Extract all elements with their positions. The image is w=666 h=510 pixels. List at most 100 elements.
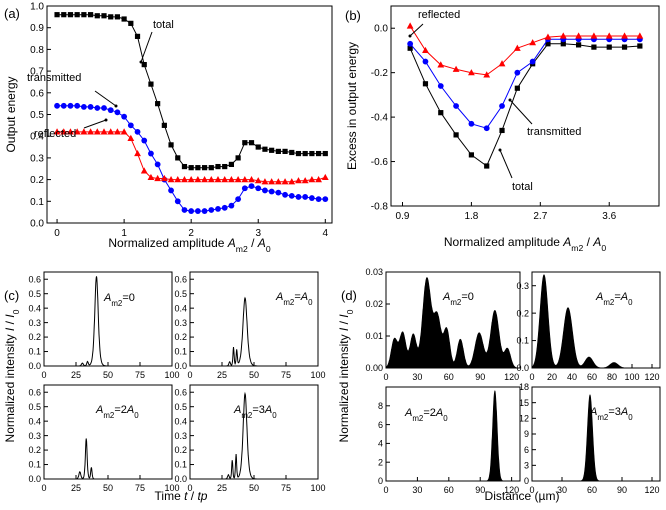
- panel-b-point-reflected: [513, 44, 521, 51]
- panel-a-point-total: [322, 150, 328, 157]
- panel-b-point-total: [438, 110, 444, 116]
- panel-a-point-total: [175, 155, 181, 161]
- panel-c-sub3-ytick-label: 0.1: [174, 460, 187, 470]
- panel-b-annotation-arrowhead: [498, 148, 502, 152]
- panel-b-ytick-label: -0.4: [371, 113, 389, 124]
- panel-a-point-reflected: [100, 128, 108, 135]
- panel-d-sub0-xtick-label: 90: [475, 372, 485, 382]
- panel-c-sub1-label-part: 0: [308, 298, 313, 307]
- panel-c-sub1-curve: [190, 296, 318, 367]
- panel-d-sub3-xtick-label: 60: [587, 485, 597, 495]
- panel-d-ylabel-part: I: [337, 314, 351, 318]
- panel-c-sub3-xtick-label: 0: [187, 483, 192, 493]
- panel-a-label: (a): [4, 6, 20, 21]
- panel-b-xlabel-part: Normalized amplitude: [444, 235, 563, 249]
- panel-d-sub1-area: [531, 274, 660, 369]
- panel-a-point-total: [134, 33, 141, 39]
- panel-d-sub3-xtick-label: 30: [557, 485, 567, 495]
- panel-c-sub3-ytick-label: 0.2: [174, 445, 187, 455]
- panel-c-sub0-ytick-label: 0.5: [28, 289, 41, 299]
- panel-c-sub2-ytick-label: 0.4: [28, 416, 41, 426]
- panel-c-sub2-label-part: m2: [103, 411, 114, 420]
- panel-b-xtick-label: 0.9: [396, 211, 410, 222]
- panel-b-point-total: [576, 42, 582, 48]
- panel-d-ylabel-part: I: [337, 327, 351, 331]
- panel-c-ylabel-part: Normalized intensity: [3, 331, 17, 442]
- panel-b-point-transmitted: [514, 69, 521, 76]
- panel-c-sub2-xtick-label: 0: [41, 483, 46, 493]
- panel-c-sub2-ytick-label: 0.6: [28, 387, 41, 397]
- panel-a-point-total: [128, 20, 134, 26]
- panel-a-point-transmitted: [282, 191, 288, 198]
- panel-a-point-transmitted: [201, 208, 208, 214]
- panel-d-sub2-frame: [385, 386, 521, 482]
- panel-d-sub0-xtick-label: 0: [383, 372, 388, 382]
- panel-d-sub0-label: Am2=0: [442, 291, 474, 307]
- panel-c-sub2-xtick-label: 75: [135, 483, 145, 493]
- panel-a-point-total: [101, 13, 107, 19]
- panel-a-ytick-label: 1.0: [30, 2, 44, 13]
- panel-a-point-reflected: [268, 178, 276, 185]
- panel-c-sub2-curve: [44, 438, 172, 480]
- panel-a-point-reflected: [194, 176, 202, 183]
- panel-a-point-reflected: [147, 173, 155, 181]
- panel-d-sub2-ytick-label: 2: [378, 457, 383, 467]
- panel-b-point-reflected: [406, 22, 414, 29]
- panel-c-sub0-frame: [43, 271, 173, 367]
- panel-c-sub3-xtick-label: 75: [281, 483, 291, 493]
- panel-d-sub3-xtick-label: 0: [529, 485, 534, 495]
- panel-b-annotation: total: [512, 181, 533, 193]
- panel-d-sub2-ytick-label: 4: [378, 439, 383, 449]
- panel-a-point-transmitted: [255, 185, 262, 192]
- panel-a-ylabel: Output energy: [4, 76, 18, 152]
- panel-a-point-transmitted: [121, 113, 128, 120]
- panel-d-label: (d): [341, 288, 357, 303]
- panel-a-xlabel: Normalized amplitude Am2 / A0: [108, 236, 270, 254]
- panel-b-point-reflected: [636, 32, 644, 39]
- panel-c-sub2-ytick-label: 0.3: [28, 431, 41, 441]
- panel-b-point-total: [637, 43, 643, 49]
- panel-c-xlabel-part: Time: [155, 489, 185, 503]
- panel-d-sub2-label-part: =2: [423, 407, 436, 419]
- panel-a-point-total: [295, 150, 302, 157]
- panel-a-point-transmitted: [315, 196, 322, 203]
- panel-d-sub2-label: Am2=2A0: [404, 407, 448, 423]
- panel-a-point-reflected: [181, 176, 188, 183]
- panel-d-sub1-ytick-label: 0.1: [516, 336, 529, 346]
- panel-b-frame: [390, 5, 660, 207]
- panel-d-sub1-xtick-label: 20: [547, 372, 557, 382]
- panel-a-point-total: [94, 13, 100, 19]
- panel-c-sub2-ytick-label: 0.0: [28, 474, 41, 484]
- panel-d-sub1-xtick-label: 120: [644, 372, 659, 382]
- panel-d-sub2-ytick-label: 6: [378, 420, 383, 430]
- panel-d-sub3-area: [532, 394, 660, 482]
- panel-c-sub0-curve: [44, 276, 172, 367]
- panel-b-annotation-arrow: [499, 149, 513, 179]
- panel-a-point-total: [67, 12, 74, 18]
- panel-b-point-total: [514, 85, 520, 91]
- panel-a-series-total: [57, 14, 326, 169]
- panel-c-xlabel-part: /: [187, 489, 197, 503]
- panel-a-point-reflected: [221, 176, 229, 183]
- panel-c-sub0-xtick-label: 100: [164, 370, 179, 380]
- panel-a-point-transmitted: [275, 189, 282, 196]
- panel-c-sub0-ytick-label: 0.2: [28, 332, 41, 342]
- panel-a-point-total: [275, 148, 281, 154]
- panel-a-point-transmitted: [322, 196, 329, 203]
- panel-c-xlabel-part: p: [200, 489, 208, 503]
- panel-b-point-transmitted: [453, 103, 459, 109]
- panel-c-ylabel-part: 0: [11, 309, 21, 314]
- panel-a-point-reflected: [93, 128, 101, 135]
- panel-a-xlabel-part: A: [257, 236, 266, 250]
- panel-a-point-total: [155, 101, 161, 107]
- panel-d-ylabel: Normalized intensity I / I0: [337, 309, 355, 442]
- panel-c-sub3-frame: [189, 384, 319, 480]
- panel-d-sub3-ytick-label: 0: [524, 476, 529, 486]
- panel-d-sub3-label: Am2=3A0: [589, 406, 633, 422]
- panel-c-sub2-ytick-label: 0.1: [28, 460, 41, 470]
- panel-a-point-total: [235, 155, 241, 161]
- panel-b-point-reflected: [437, 61, 445, 68]
- panel-a-point-reflected: [120, 128, 128, 135]
- panel-a-point-total: [208, 165, 214, 171]
